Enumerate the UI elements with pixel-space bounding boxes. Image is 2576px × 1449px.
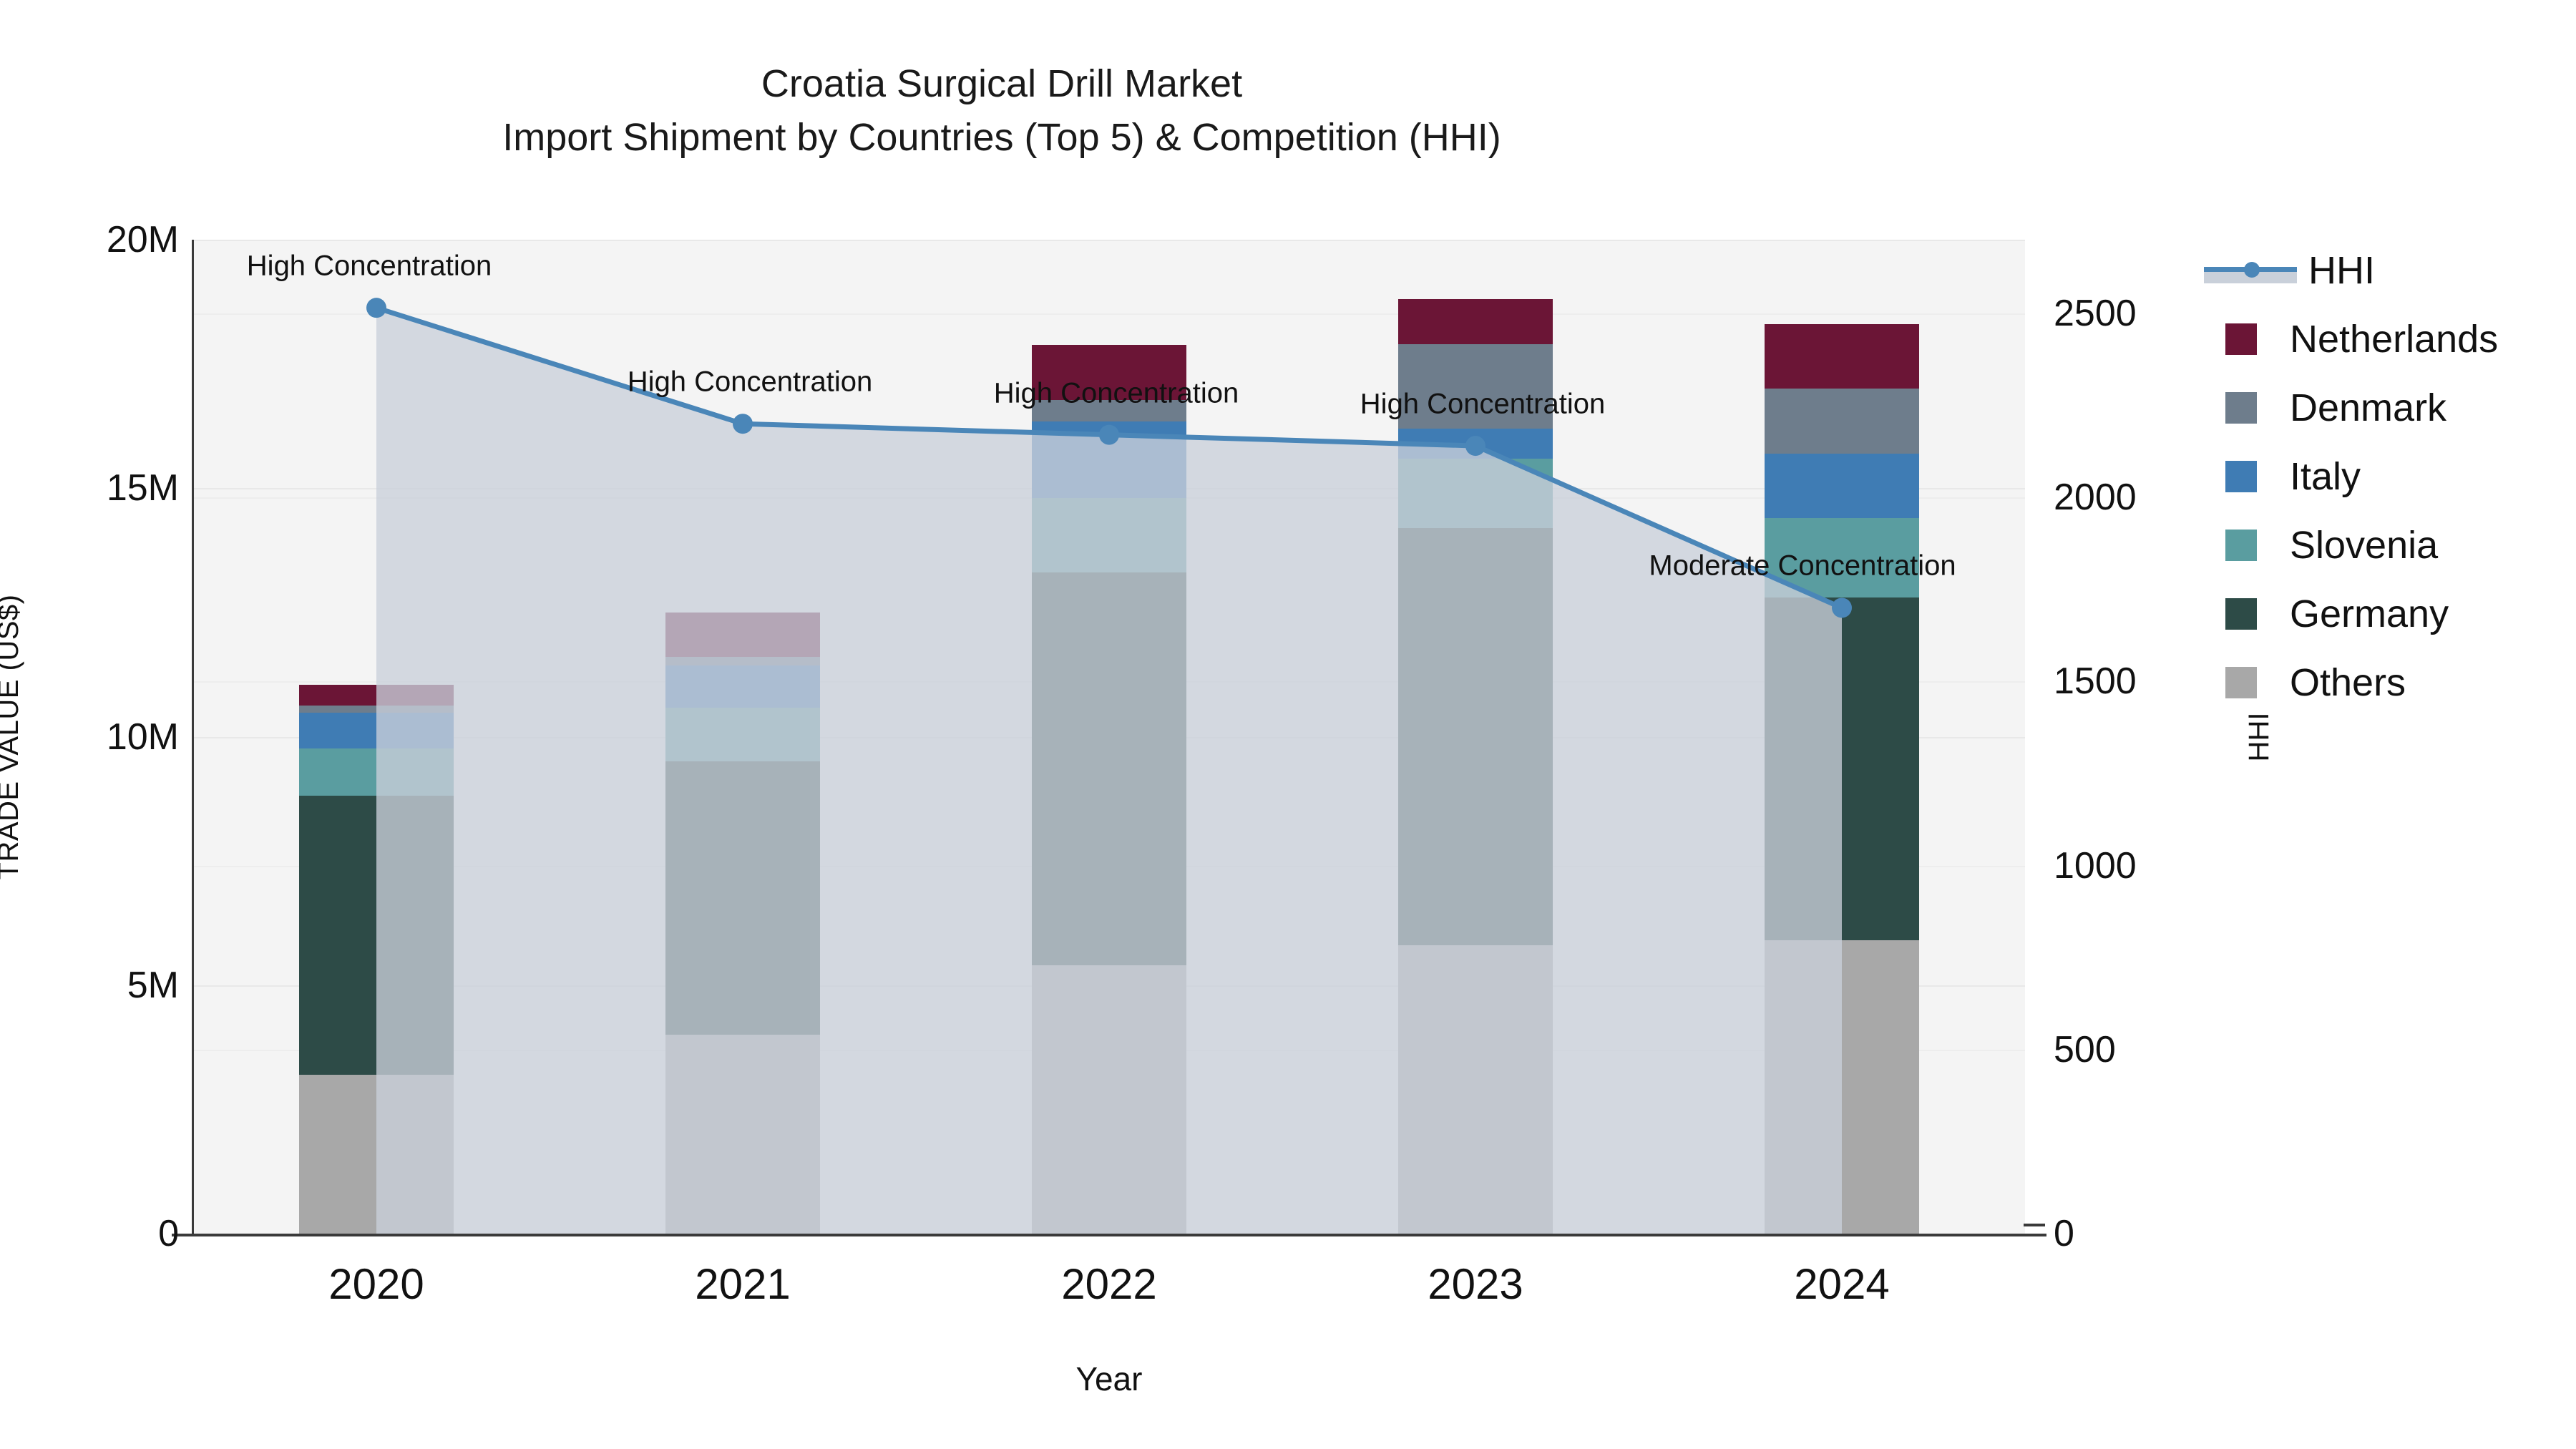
hhi-area xyxy=(376,308,1842,1234)
hhi-point[interactable] xyxy=(1099,424,1119,445)
legend-label: HHI xyxy=(2308,249,2375,292)
bar-segment[interactable] xyxy=(299,706,454,713)
x-tick-label: 2020 xyxy=(328,1260,424,1308)
bar-segment[interactable] xyxy=(1398,299,1553,344)
legend-label: Others xyxy=(2290,661,2406,704)
chart-title: Croatia Surgical Drill Market xyxy=(761,62,1243,105)
y-tick-label: 20M xyxy=(106,219,179,260)
hhi-annotation: High Concentration xyxy=(246,250,492,282)
legend-swatch-icon xyxy=(2225,323,2257,355)
legend-item-slovenia[interactable]: Slovenia xyxy=(2204,511,2576,580)
legend-label: Slovenia xyxy=(2290,524,2439,567)
legend-item-italy[interactable]: Italy xyxy=(2204,442,2576,511)
hhi-point[interactable] xyxy=(1465,436,1485,457)
legend-swatch-icon xyxy=(2225,667,2257,698)
legend-item-germany[interactable]: Germany xyxy=(2204,580,2576,648)
y2-tick-label: 2500 xyxy=(2054,292,2137,334)
y2-axis-ticks: 0 500 1000 1500 2000 2500 xyxy=(2054,0,2268,1449)
legend-item-denmark[interactable]: Denmark xyxy=(2204,374,2576,442)
hhi-annotation: High Concentration xyxy=(993,377,1239,409)
hhi-annotation: Moderate Concentration xyxy=(1649,550,1956,582)
y2-tick-label: 1000 xyxy=(2054,844,2137,887)
legend-label: Netherlands xyxy=(2290,318,2499,361)
y2-tick-label: 0 xyxy=(2054,1213,2074,1254)
y2-axis-tick xyxy=(2024,1224,2045,1226)
hhi-point[interactable] xyxy=(733,414,753,434)
bar-segment[interactable] xyxy=(1032,399,1186,421)
bar-segment[interactable] xyxy=(1032,345,1186,400)
y2-tick-label: 2000 xyxy=(2054,477,2137,519)
bar-segment[interactable] xyxy=(1765,389,1919,454)
hhi-annotation: High Concentration xyxy=(627,366,873,398)
legend-swatch-icon xyxy=(2225,530,2257,561)
gridline-y xyxy=(193,240,2025,241)
x-tick-label: 2024 xyxy=(1794,1260,1890,1308)
hhi-annotation: High Concentration xyxy=(1360,388,1606,420)
legend-item-others[interactable]: Others xyxy=(2204,648,2576,717)
legend-label: Italy xyxy=(2290,455,2361,498)
x-tick-label: 2021 xyxy=(695,1260,791,1308)
legend-label: Denmark xyxy=(2290,386,2447,429)
hhi-point[interactable] xyxy=(1832,597,1852,618)
x-tick-label: 2022 xyxy=(1061,1260,1157,1308)
hhi-series xyxy=(366,298,1852,1234)
legend-swatch-icon xyxy=(2225,392,2257,424)
legend-line-icon xyxy=(2204,255,2297,286)
x-axis-label: Year xyxy=(1075,1360,1143,1397)
bar-segment[interactable] xyxy=(1765,453,1919,518)
legend-swatch-icon xyxy=(2225,461,2257,492)
y2-tick-label: 500 xyxy=(2054,1028,2116,1070)
y-axis-label: TRADE VALUE (US$) xyxy=(0,594,24,880)
legend-label: Germany xyxy=(2290,592,2449,635)
y-tick-label: 15M xyxy=(106,467,179,509)
chart-subtitle: Import Shipment by Countries (Top 5) & C… xyxy=(502,115,1501,159)
y-tick-label: 0 xyxy=(158,1213,179,1254)
y-axis-line xyxy=(192,240,194,1236)
x-tick-label: 2023 xyxy=(1428,1260,1523,1308)
y-tick-label: 10M xyxy=(106,716,179,758)
y2-tick-label: 1500 xyxy=(2054,660,2137,703)
gridline-y2 xyxy=(193,313,2025,315)
legend: HHI Netherlands Denmark Italy Slovenia German… xyxy=(2204,236,2576,717)
bar-segment[interactable] xyxy=(1765,324,1919,389)
x-axis-line xyxy=(172,1234,2046,1236)
y-tick-label: 5M xyxy=(127,964,179,1006)
legend-swatch-icon xyxy=(2225,598,2257,630)
bar-segment[interactable] xyxy=(1398,343,1553,429)
y-axis-ticks: 0 5M 10M 15M 20M xyxy=(0,0,179,1449)
chart-title-block: Croatia Surgical Drill Market Import Shi… xyxy=(0,57,2004,164)
legend-item-hhi[interactable]: HHI xyxy=(2204,236,2576,305)
y2-axis-label: HHI xyxy=(2243,712,2275,762)
hhi-point[interactable] xyxy=(366,298,386,318)
legend-item-netherlands[interactable]: Netherlands xyxy=(2204,305,2576,374)
